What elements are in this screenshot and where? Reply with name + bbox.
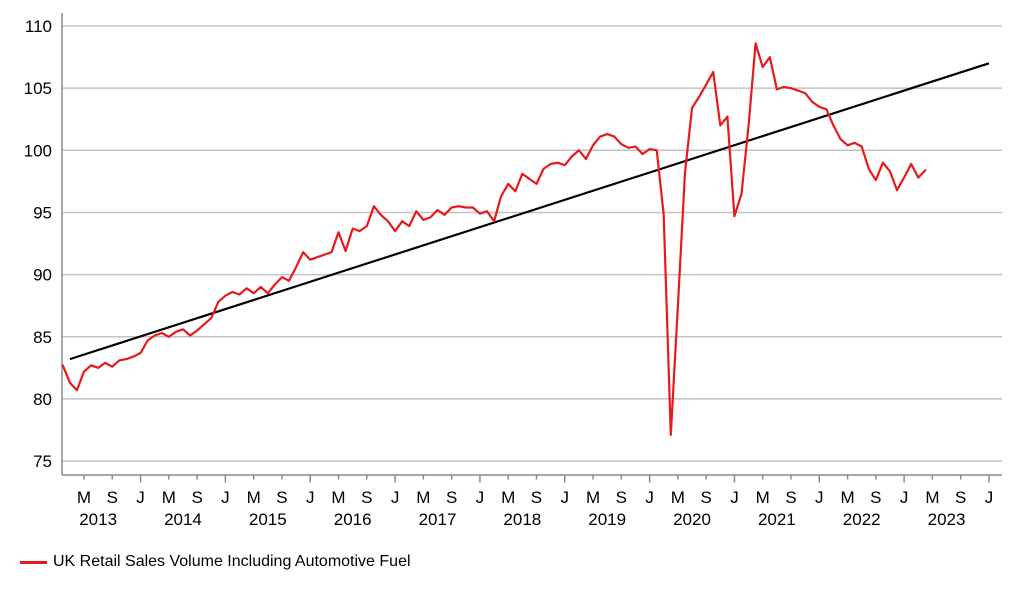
x-axis-ticks (83, 475, 990, 483)
legend-label: UK Retail Sales Volume Including Automot… (53, 553, 411, 570)
x-year-label: 2020 (673, 510, 711, 529)
x-year-label: 2018 (503, 510, 541, 529)
x-month-label: M (756, 488, 770, 507)
y-tick-label: 95 (33, 203, 52, 222)
retail-sales-series-line (61, 42, 927, 436)
y-tick-label: 75 (33, 452, 52, 471)
gridlines (62, 25, 1002, 462)
x-month-label: S (785, 488, 796, 507)
chart-area: 75 80 85 90 95 100 105 110 M S J M S J M S J M S J M S J M S J M S J… (24, 13, 1002, 529)
y-tick-label: 100 (24, 141, 52, 160)
x-month-label: M (925, 488, 939, 507)
x-month-label: J (730, 488, 739, 507)
x-month-label: J (221, 488, 230, 507)
x-year-label: 2017 (419, 510, 457, 529)
x-year-label: 2013 (79, 510, 117, 529)
axes (61, 13, 1002, 476)
trend-line (69, 62, 990, 361)
x-month-label: S (616, 488, 627, 507)
x-month-label: J (391, 488, 400, 507)
x-year-label: 2021 (758, 510, 796, 529)
x-month-label: M (331, 488, 345, 507)
legend-line-swatch (20, 560, 47, 564)
x-year-label: 2015 (249, 510, 287, 529)
y-tick-label: 80 (33, 390, 52, 409)
x-month-label: S (955, 488, 966, 507)
x-month-label: S (276, 488, 287, 507)
x-month-label: J (985, 488, 994, 507)
x-month-label: M (586, 488, 600, 507)
x-month-label: S (191, 488, 202, 507)
x-month-label: J (561, 488, 570, 507)
x-year-labels: 2013 2014 2015 2016 2017 2018 2019 2020 2021 2022… (79, 510, 965, 529)
x-year-label: 2016 (334, 510, 372, 529)
x-month-label: S (870, 488, 881, 507)
x-month-label: J (815, 488, 824, 507)
x-month-label: M (671, 488, 685, 507)
x-month-label: J (306, 488, 315, 507)
x-month-label: J (645, 488, 654, 507)
x-year-label: 2019 (588, 510, 626, 529)
x-month-label: M (77, 488, 91, 507)
x-month-label: J (476, 488, 485, 507)
x-month-label: M (501, 488, 515, 507)
legend: UK Retail Sales Volume Including Automot… (20, 552, 411, 572)
x-month-label: S (361, 488, 372, 507)
x-month-label: S (531, 488, 542, 507)
y-tick-label: 105 (24, 79, 52, 98)
x-month-label: S (446, 488, 457, 507)
x-month-label: M (247, 488, 261, 507)
x-year-label: 2014 (164, 510, 202, 529)
y-tick-label: 85 (33, 328, 52, 347)
y-tick-label: 90 (33, 266, 52, 285)
x-month-label: J (900, 488, 909, 507)
x-year-label: 2022 (843, 510, 881, 529)
x-month-label: M (162, 488, 176, 507)
x-year-label: 2023 (928, 510, 966, 529)
x-month-label: S (107, 488, 118, 507)
x-month-label: J (136, 488, 145, 507)
x-month-label: M (416, 488, 430, 507)
x-month-label: S (700, 488, 711, 507)
y-tick-label: 110 (25, 17, 52, 36)
y-axis-labels: 75 80 85 90 95 100 105 110 (24, 17, 52, 471)
x-month-label: M (840, 488, 854, 507)
